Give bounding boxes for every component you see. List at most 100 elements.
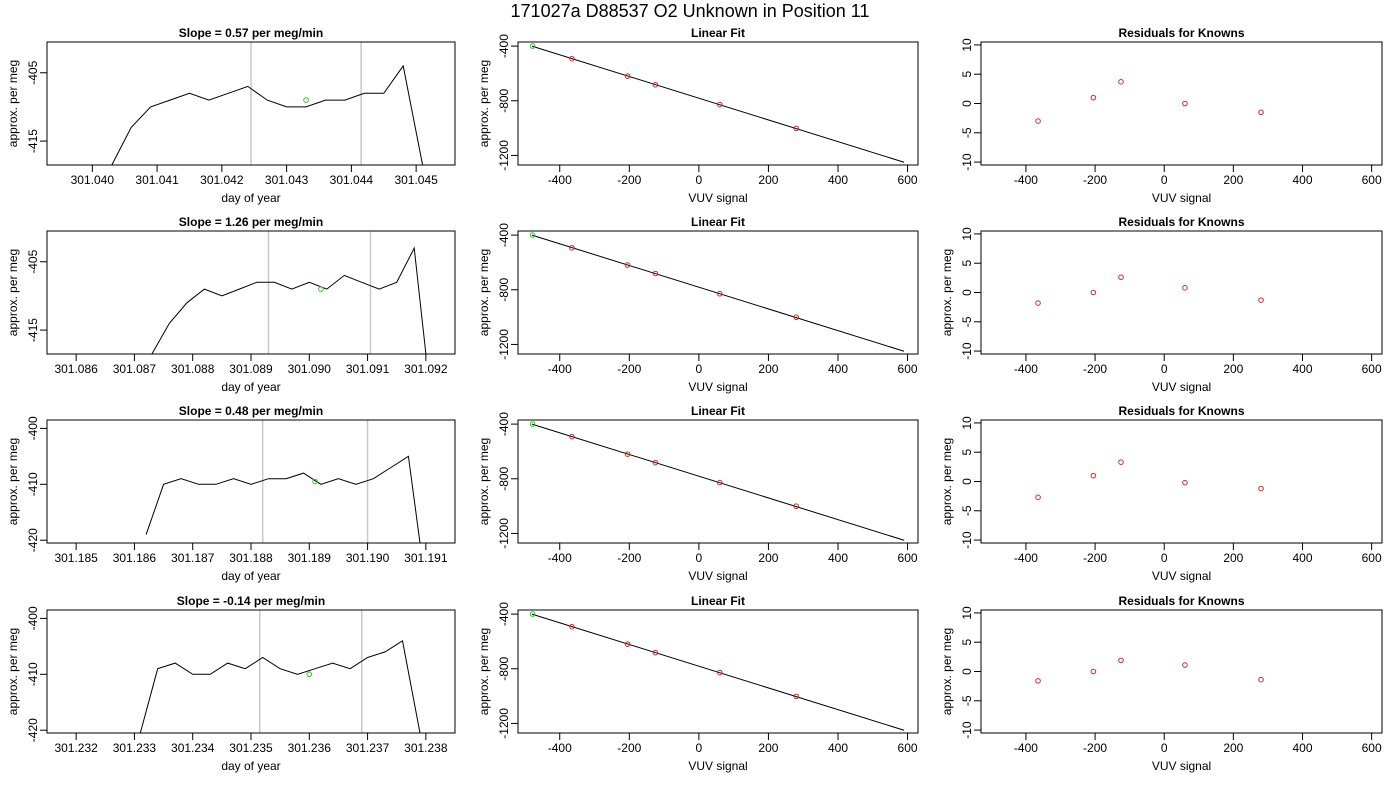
x-tick-label: 400 — [1292, 551, 1312, 565]
known-point — [793, 125, 800, 132]
y-tick-label: -400 — [497, 223, 511, 247]
known-point — [793, 693, 800, 700]
chart-panel: Linear Fit -400 -200 0 200 400 600 -400 -800 -120… — [477, 594, 919, 773]
fit-line — [531, 613, 905, 731]
x-axis-label: VUV signal — [688, 759, 747, 773]
unknown-point — [529, 43, 536, 49]
known-point — [569, 623, 575, 630]
known-point — [1090, 668, 1097, 675]
y-tick-label: 0 — [960, 100, 974, 107]
x-tick-label: -200 — [617, 173, 641, 187]
y-tick-label: -10 — [960, 531, 974, 549]
x-tick-label: 301.187 — [171, 551, 215, 565]
x-tick-label: 301.086 — [54, 362, 98, 376]
x-axis-label: VUV signal — [1152, 380, 1211, 394]
known-point — [624, 262, 631, 268]
chart-panel: Slope = 0.48 per meg/min 301.185 301.186 30… — [6, 404, 456, 583]
known-point — [569, 433, 575, 440]
x-tick-label: 200 — [1223, 741, 1243, 755]
known-point — [1035, 118, 1041, 124]
unknown-point — [529, 421, 536, 427]
unknown-point — [318, 286, 324, 292]
y-tick-label: 5 — [960, 639, 974, 646]
y-tick-label: 10 — [960, 416, 974, 430]
y-tick-label: -400 — [497, 602, 511, 626]
y-axis-label: approx. per meg — [477, 60, 491, 147]
x-tick-label: 301.089 — [229, 362, 273, 376]
x-tick-label: -200 — [1083, 741, 1107, 755]
panel-title: Slope = 0.48 per meg/min — [179, 404, 323, 418]
known-point — [716, 290, 723, 297]
known-point — [652, 81, 659, 88]
x-tick-label: -200 — [1083, 173, 1107, 187]
known-point — [1035, 678, 1041, 684]
x-tick-label: 600 — [898, 741, 918, 755]
x-tick-label: 600 — [1362, 362, 1382, 376]
data-series-line — [139, 639, 421, 734]
y-tick-label: 0 — [960, 478, 974, 485]
chart-panel: Linear Fit -400 -200 0 200 400 600 -400 -800 -120… — [477, 26, 919, 205]
x-tick-label: 600 — [898, 551, 918, 565]
x-tick-label: 200 — [758, 741, 778, 755]
y-tick-label: 5 — [960, 260, 974, 267]
x-tick-label: -400 — [548, 362, 572, 376]
x-tick-label: 400 — [828, 741, 848, 755]
known-point — [1118, 79, 1124, 85]
y-tick-label: -1200 — [497, 708, 511, 739]
x-axis-label: VUV signal — [1152, 569, 1211, 583]
y-tick-label: -1200 — [497, 329, 511, 360]
known-point — [1182, 479, 1188, 486]
known-point — [1118, 459, 1124, 465]
x-tick-label: 200 — [758, 362, 778, 376]
known-point — [1090, 94, 1097, 101]
panel-title: Linear Fit — [691, 215, 745, 229]
known-point — [569, 55, 575, 62]
panel-title: Residuals for Knowns — [1118, 594, 1244, 608]
unknown-point — [303, 97, 309, 103]
plot-frame — [46, 419, 456, 544]
x-tick-label: -400 — [1014, 173, 1038, 187]
panels: Slope = 0.57 per meg/min 301.040 301.041 30… — [6, 26, 1383, 773]
known-point — [1258, 676, 1264, 683]
x-tick-label: 301.042 — [200, 173, 244, 187]
y-tick-label: -10 — [960, 342, 974, 360]
x-axis-label: VUV signal — [688, 569, 747, 583]
x-tick-label: 600 — [1362, 173, 1382, 187]
plot-frame — [517, 41, 919, 166]
x-tick-label: 0 — [696, 551, 703, 565]
fit-line — [531, 45, 905, 163]
y-tick-label: -1200 — [497, 140, 511, 171]
x-tick-label: 0 — [696, 173, 703, 187]
y-axis-label: approx. per meg — [940, 628, 954, 715]
x-tick-label: 400 — [1292, 173, 1312, 187]
known-point — [1035, 494, 1041, 501]
x-tick-label: 600 — [898, 362, 918, 376]
x-tick-label: 200 — [1223, 551, 1243, 565]
x-tick-label: 301.188 — [229, 551, 273, 565]
known-point — [652, 270, 659, 277]
x-tick-label: 400 — [828, 362, 848, 376]
y-tick-label: -10 — [960, 721, 974, 739]
y-tick-label: -415 — [26, 318, 40, 342]
x-tick-label: 301.092 — [404, 362, 448, 376]
y-tick-label: 10 — [960, 606, 974, 620]
y-tick-label: -410 — [26, 472, 40, 496]
y-tick-label: 5 — [960, 449, 974, 456]
chart-panel: Linear Fit -400 -200 0 200 400 600 -400 -800 -120… — [477, 215, 919, 394]
x-tick-label: 400 — [828, 173, 848, 187]
y-tick-label: -400 — [497, 34, 511, 58]
y-axis-label: approx. per meg — [6, 438, 20, 525]
known-point — [793, 314, 800, 321]
x-tick-label: 600 — [898, 173, 918, 187]
known-point — [716, 479, 723, 486]
plot-frame — [46, 609, 456, 734]
x-axis-label: day of year — [221, 380, 280, 394]
x-tick-label: 200 — [758, 551, 778, 565]
x-axis-label: day of year — [221, 759, 280, 773]
x-tick-label: 301.041 — [135, 173, 179, 187]
x-tick-label: 301.088 — [171, 362, 215, 376]
panel-title: Slope = 1.26 per meg/min — [179, 215, 323, 229]
y-tick-label: 10 — [960, 227, 974, 241]
chart-panel: Slope = 1.26 per meg/min 301.086 301.087 30… — [6, 215, 456, 394]
